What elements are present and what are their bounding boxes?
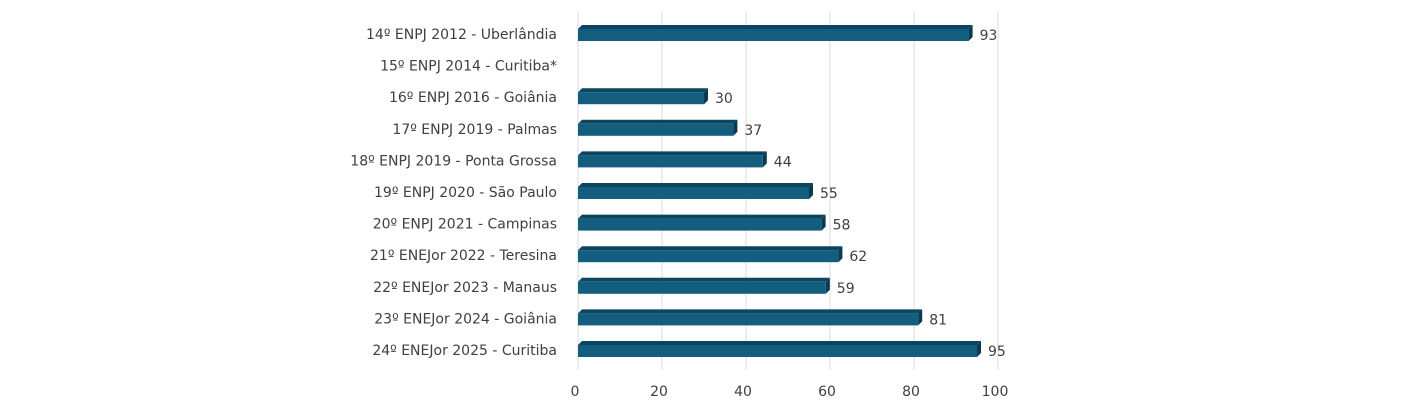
data-label: 44 [774, 154, 792, 170]
bar [578, 119, 738, 136]
x-tick-label: 0 [571, 384, 580, 400]
category-label: 19º ENPJ 2020 - São Paulo [374, 185, 557, 201]
category-label: 22º ENEJor 2023 - Manaus [373, 280, 557, 296]
bar-top-face [578, 88, 708, 93]
bar-end-face [825, 277, 830, 294]
bar-top-face [578, 246, 843, 251]
bar [578, 88, 708, 105]
bar-front-face [578, 29, 969, 41]
data-label: 62 [849, 249, 867, 265]
x-tick-label: 80 [902, 384, 920, 400]
data-label: 58 [833, 218, 851, 234]
category-label: 18º ENPJ 2019 - Ponta Grossa [350, 153, 557, 169]
category-label: 16º ENPJ 2016 - Goiânia [389, 90, 557, 106]
bar-top-face [578, 183, 813, 187]
bar-front-face [578, 250, 839, 263]
bar [578, 183, 813, 199]
bar-front-face [578, 345, 977, 357]
category-label: 24º ENEJor 2025 - Curitiba [372, 343, 557, 359]
bar-top-face [578, 214, 826, 219]
bar [578, 151, 767, 168]
bar-front-face [578, 155, 763, 168]
bar-top-face [578, 309, 923, 314]
data-label: 30 [715, 91, 733, 107]
bar-end-face [704, 88, 708, 105]
bar-top-face [578, 277, 830, 282]
bar-end-face [968, 25, 973, 41]
bar-end-face [918, 309, 923, 326]
x-axis-ticks: 0 20 40 60 80 100 [571, 384, 1009, 400]
data-label: 55 [820, 186, 838, 202]
bar [578, 214, 826, 231]
data-label: 37 [744, 123, 762, 139]
data-label: 81 [929, 312, 947, 328]
bars [578, 25, 981, 357]
bar-front-face [578, 92, 704, 105]
data-label: 93 [980, 28, 998, 44]
category-label: 14º ENPJ 2012 - Uberlândia [366, 27, 557, 43]
bar-end-face [821, 214, 826, 231]
category-labels: 14º ENPJ 2012 - Uberlândia 15º ENPJ 2014 … [350, 27, 557, 359]
data-label: 59 [837, 281, 855, 297]
x-tick-label: 100 [982, 384, 1009, 400]
bar-end-face [977, 341, 981, 357]
bar-top-face [578, 119, 738, 124]
bar-front-face [578, 281, 826, 294]
bar [578, 341, 981, 357]
category-label: 20º ENPJ 2021 - Campinas [373, 217, 557, 233]
bar-front-face [578, 313, 919, 326]
bar-front-face [578, 187, 809, 199]
data-labels: 93 30 37 44 55 58 62 59 81 95 [715, 28, 1006, 360]
bar [578, 25, 973, 41]
bar-top-face [578, 151, 767, 156]
bar-front-face [578, 218, 822, 231]
x-tick-label: 20 [650, 384, 668, 400]
bar [578, 277, 830, 294]
x-tick-label: 60 [818, 384, 836, 400]
category-label: 21º ENEJor 2022 - Teresina [370, 248, 557, 264]
category-label: 15º ENPJ 2014 - Curitiba* [380, 59, 557, 75]
x-tick-label: 40 [734, 384, 752, 400]
category-label: 23º ENEJor 2024 - Goiânia [374, 311, 557, 327]
bar-end-face [809, 183, 813, 199]
bar-end-face [733, 119, 738, 136]
bar [578, 246, 843, 263]
bar-end-face [762, 151, 767, 168]
bar-top-face [578, 341, 981, 345]
data-label: 95 [988, 344, 1006, 360]
category-label: 17º ENPJ 2019 - Palmas [392, 122, 557, 138]
bar-top-face [578, 25, 973, 29]
bar-front-face [578, 123, 734, 136]
bar-end-face [838, 246, 843, 263]
bar [578, 309, 923, 326]
